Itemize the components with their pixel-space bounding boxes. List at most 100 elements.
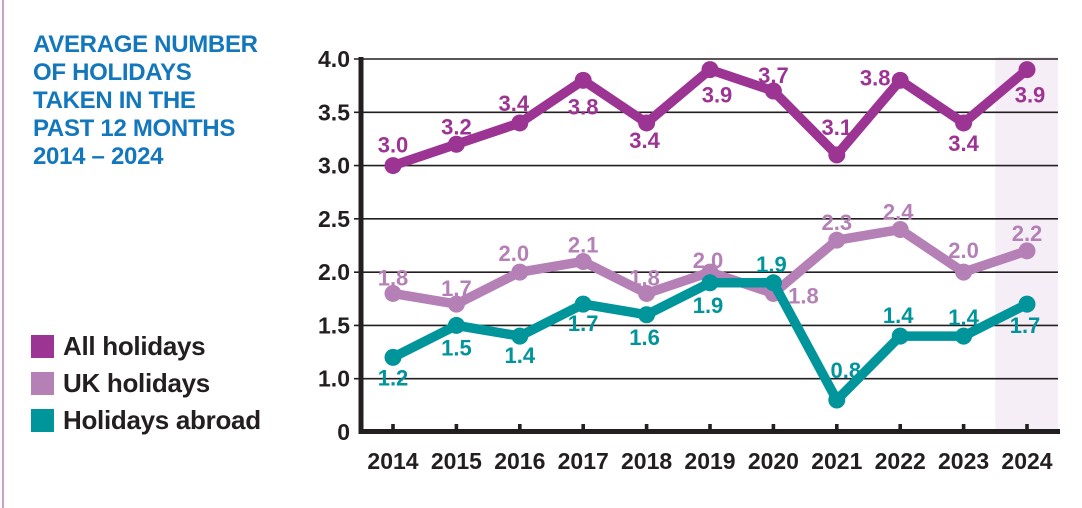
- series-point-uk-holidays: [447, 295, 465, 313]
- series-point-uk-holidays: [1018, 242, 1036, 260]
- series-point-uk-holidays: [384, 284, 402, 302]
- data-label-holidays-abroad: 1.4: [883, 303, 914, 328]
- data-label-holidays-abroad: 1.9: [693, 293, 724, 318]
- x-axis-label: 2019: [684, 448, 735, 474]
- x-tick: [581, 424, 585, 429]
- page-title-line: 2014 – 2024: [33, 143, 164, 170]
- data-label-holidays-abroad: 1.4: [948, 305, 979, 330]
- x-axis-label: 2014: [367, 448, 418, 474]
- data-label-holidays-abroad: 1.2: [378, 365, 409, 390]
- page-title-line: PAST 12 MONTHS: [33, 115, 236, 142]
- series-point-all-holidays: [1018, 61, 1036, 79]
- data-label-all-holidays: 3.4: [948, 131, 979, 156]
- series-point-holidays-abroad: [764, 274, 782, 292]
- series-point-uk-holidays: [638, 284, 656, 302]
- data-label-uk-holidays: 2.3: [822, 210, 853, 235]
- x-axis-label: 2020: [748, 448, 799, 474]
- data-label-holidays-abroad: 1.9: [756, 252, 787, 277]
- series-point-holidays-abroad: [955, 327, 973, 345]
- data-label-all-holidays: 3.9: [702, 83, 733, 108]
- y-axis-label: 2.0: [318, 259, 350, 285]
- x-axis-label: 2021: [811, 448, 862, 474]
- y-axis-label: 0: [337, 419, 350, 445]
- series-point-holidays-abroad: [384, 348, 402, 366]
- data-label-holidays-abroad: 0.8: [831, 358, 862, 383]
- x-axis-label: 2022: [875, 448, 926, 474]
- data-label-all-holidays: 3.8: [568, 94, 599, 119]
- series-point-holidays-abroad: [574, 295, 592, 313]
- y-axis-label: 1.5: [318, 312, 350, 338]
- legend-item-uk-holidays: UK holidays: [31, 368, 261, 398]
- series-point-holidays-abroad: [828, 391, 846, 409]
- series-point-holidays-abroad: [701, 274, 719, 292]
- data-label-uk-holidays: 2.0: [948, 238, 979, 263]
- legend-item-holidays-abroad: Holidays abroad: [31, 405, 261, 435]
- series-point-uk-holidays: [511, 263, 529, 281]
- data-label-uk-holidays: 2.2: [1012, 221, 1043, 246]
- data-label-uk-holidays: 2.0: [499, 241, 530, 266]
- x-tick: [708, 424, 712, 429]
- series-point-holidays-abroad: [511, 327, 529, 345]
- x-axis-label: 2023: [938, 448, 989, 474]
- y-axis-label: 3.0: [318, 153, 350, 179]
- chart-legend: All holidays UK holidays Holidays abroad: [31, 331, 261, 445]
- legend-swatch: [31, 371, 54, 395]
- data-label-all-holidays: 3.4: [499, 91, 530, 116]
- data-label-uk-holidays: 1.7: [441, 276, 472, 301]
- page-accent-border: [2, 0, 4, 508]
- legend-label: All holidays: [63, 330, 206, 361]
- x-tick: [391, 424, 395, 429]
- page-title-line: TAKEN IN THE: [33, 87, 196, 114]
- series-point-uk-holidays: [574, 252, 592, 270]
- series-point-all-holidays: [828, 146, 846, 164]
- series-point-all-holidays: [891, 71, 909, 89]
- series-point-uk-holidays: [955, 263, 973, 281]
- series-point-all-holidays: [511, 114, 529, 132]
- x-tick: [961, 424, 966, 429]
- data-label-uk-holidays: 1.8: [378, 265, 409, 290]
- data-label-uk-holidays: 2.0: [693, 248, 724, 273]
- series-point-uk-holidays: [891, 221, 909, 239]
- y-axis-label: 2.5: [318, 206, 350, 232]
- page-title-line: OF HOLIDAYS: [33, 59, 192, 86]
- data-label-uk-holidays: 2.4: [883, 200, 914, 225]
- x-axis-label: 2016: [494, 448, 545, 474]
- y-axis-label: 1.0: [318, 366, 350, 392]
- data-label-holidays-abroad: 1.4: [505, 343, 536, 368]
- data-label-holidays-abroad: 1.7: [1010, 313, 1041, 338]
- x-axis-label: 2018: [621, 448, 672, 474]
- series-point-holidays-abroad: [1018, 295, 1036, 313]
- x-axis-label: 2015: [431, 448, 482, 474]
- series-point-holidays-abroad: [638, 306, 656, 324]
- data-label-uk-holidays: 2.1: [568, 232, 599, 257]
- x-axis-label: 2024: [1001, 448, 1052, 474]
- series-point-all-holidays: [447, 135, 465, 153]
- data-label-all-holidays: 3.1: [822, 115, 853, 140]
- x-tick: [898, 424, 902, 429]
- series-point-holidays-abroad: [447, 316, 465, 334]
- legend-item-all-holidays: All holidays: [31, 331, 261, 361]
- x-axis-label: 2017: [558, 448, 609, 474]
- x-tick: [518, 424, 522, 429]
- series-point-all-holidays: [701, 61, 719, 79]
- x-tick: [835, 424, 839, 429]
- data-label-holidays-abroad: 1.7: [568, 311, 599, 336]
- data-label-all-holidays: 3.2: [441, 114, 472, 139]
- legend-swatch: [31, 334, 54, 358]
- series-point-all-holidays: [955, 114, 973, 132]
- y-axis-label: 4.0: [318, 46, 350, 72]
- page-title: AVERAGE NUMBER OF HOLIDAYS TAKEN IN THE …: [33, 31, 258, 171]
- series-point-all-holidays: [764, 82, 782, 100]
- data-label-all-holidays: 3.4: [629, 128, 660, 153]
- series-point-holidays-abroad: [891, 327, 909, 345]
- data-label-holidays-abroad: 1.6: [629, 325, 660, 350]
- legend-label: UK holidays: [63, 367, 210, 398]
- x-tick: [454, 424, 459, 429]
- x-tick: [771, 424, 776, 429]
- page-title-line: AVERAGE NUMBER: [33, 31, 258, 58]
- legend-swatch: [31, 408, 54, 432]
- data-label-all-holidays: 3.7: [758, 63, 789, 88]
- data-label-uk-holidays: 1.8: [788, 283, 819, 308]
- data-label-holidays-abroad: 1.5: [441, 335, 472, 360]
